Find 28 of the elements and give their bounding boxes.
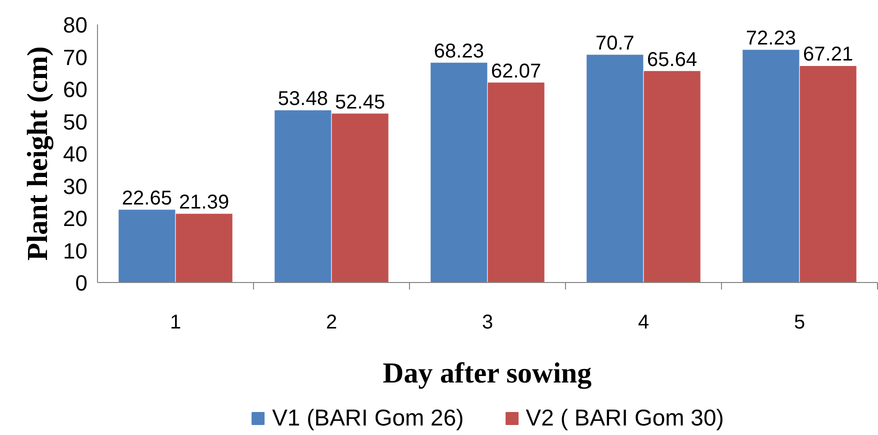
- data-label: 53.48: [278, 88, 328, 110]
- data-label: 22.65: [122, 187, 172, 210]
- y-tick-label: 50: [63, 109, 88, 134]
- x-tick-label: 1: [170, 312, 182, 334]
- y-tick-label: 70: [63, 44, 88, 70]
- y-tick-label: 80: [63, 12, 88, 38]
- x-tick-label: 2: [326, 312, 338, 334]
- y-tick-label: 20: [63, 206, 88, 231]
- y-axis-title: Plant height (cm): [22, 46, 54, 261]
- data-label: 52.45: [335, 91, 386, 114]
- data-label: 70.7: [595, 32, 634, 54]
- y-tick-label: 30: [63, 174, 88, 199]
- data-label: 68.23: [434, 40, 484, 62]
- y-tick-label: 40: [63, 142, 88, 166]
- y-tick-label: 10: [63, 238, 88, 264]
- x-tick-label: 5: [794, 312, 806, 334]
- data-label: 62.07: [491, 60, 542, 82]
- x-axis-title: Day after sowing: [382, 358, 592, 390]
- x-tick-label: 4: [638, 312, 650, 334]
- data-label: 72.23: [746, 28, 796, 50]
- x-tick-label: 3: [482, 312, 494, 334]
- data-label: 65.64: [647, 48, 698, 71]
- data-label: 21.39: [179, 192, 230, 214]
- y-tick-label: 60: [63, 77, 88, 102]
- data-label: 67.21: [803, 44, 854, 66]
- legend-label: V2 ( BARI Gom 30): [526, 404, 724, 431]
- y-tick-label: 0: [75, 270, 88, 296]
- legend-label: V1 (BARI Gom 26): [272, 404, 464, 431]
